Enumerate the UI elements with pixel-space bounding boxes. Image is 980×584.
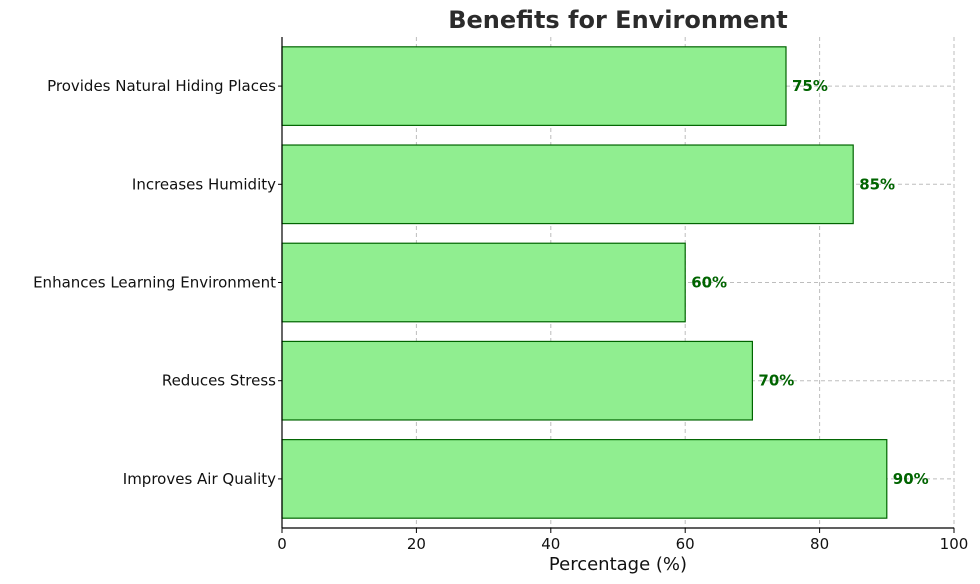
data-label: 70%: [758, 372, 794, 390]
data-label: 75%: [792, 77, 828, 95]
bar: [281, 439, 888, 519]
bar: [281, 242, 686, 323]
axes: Improves Air Quality Reduces Stress Enhanc…: [33, 37, 968, 553]
category-label: Reduces Stress: [162, 372, 276, 390]
bar: [281, 46, 787, 126]
x-tick-label: 100: [940, 535, 969, 553]
x-tick-label: 80: [810, 535, 829, 553]
data-label: 90%: [893, 470, 929, 488]
category-label: Improves Air Quality: [123, 470, 276, 488]
data-label: 85%: [859, 175, 895, 193]
category-label: Increases Humidity: [132, 175, 276, 193]
data-label: 60%: [691, 274, 727, 292]
x-tick-label: 20: [407, 535, 426, 553]
bar: [281, 340, 753, 421]
x-tick-label: 60: [676, 535, 695, 553]
x-axis-label: Percentage (%): [549, 554, 687, 575]
category-label: Provides Natural Hiding Places: [47, 77, 276, 95]
chart-title: Benefits for Environment: [448, 6, 788, 34]
x-tick-label: 40: [541, 535, 560, 553]
x-tick-label: 0: [277, 535, 287, 553]
category-label: Enhances Learning Environment: [33, 274, 276, 292]
bars: 90% 70% 60% 85% 75%: [281, 46, 929, 519]
bar: [281, 144, 854, 225]
